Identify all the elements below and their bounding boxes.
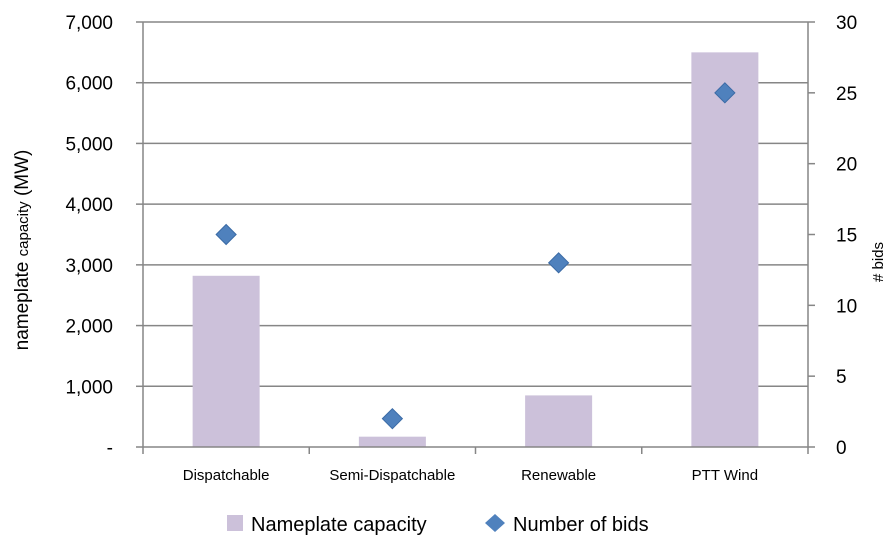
right-tick-label: 15	[836, 226, 857, 247]
diamond-marker	[547, 252, 570, 274]
right-tick-label: 30	[836, 13, 857, 34]
right-tick-label: 20	[836, 155, 857, 176]
right-tick-label: 5	[836, 367, 847, 388]
right-tick-label: 0	[836, 438, 847, 459]
legend-label-number-of-bids: Number of bids	[513, 514, 649, 536]
legend-swatch-number-of-bids	[485, 514, 505, 532]
right-tick-label: 25	[836, 84, 857, 105]
legend: Nameplate capacity Number of bids	[227, 514, 649, 536]
diamond-marker	[381, 407, 404, 430]
markers-number-of-bids	[215, 82, 736, 430]
bar	[691, 52, 759, 447]
category-label: Renewable	[521, 467, 596, 484]
left-tick-label: 3,000	[65, 256, 113, 277]
left-tick-label: 6,000	[65, 74, 113, 95]
bar	[525, 395, 593, 447]
left-tick-label: 1,000	[65, 377, 113, 398]
bar	[192, 275, 260, 447]
right-axis-title: # bids	[870, 242, 887, 282]
left-tick-label: 5,000	[65, 134, 113, 155]
axes	[136, 21, 815, 454]
left-tick-label: 2,000	[65, 317, 113, 338]
left-tick-label: 4,000	[65, 195, 113, 216]
right-tick-label: 10	[836, 296, 857, 317]
left-axis-tick-labels: - 1,000 2,000 3,000 4,000 5,000 6,000 7,000	[65, 13, 113, 459]
bars-nameplate-capacity	[192, 52, 759, 447]
left-axis-title: nameplate capacity (MW)	[12, 150, 33, 351]
legend-swatch-nameplate-capacity	[227, 515, 243, 531]
left-tick-label: 7,000	[65, 13, 113, 34]
diamond-marker	[215, 223, 237, 246]
right-axis-tick-labels: 0 5 10 15 20 25 30	[836, 13, 857, 459]
legend-label-nameplate-capacity: Nameplate capacity	[251, 514, 427, 536]
diamond-marker	[714, 82, 736, 104]
left-tick-label: -	[107, 438, 113, 459]
bar	[358, 436, 426, 447]
category-label: PTT Wind	[692, 467, 758, 484]
category-label: Semi-Dispatchable	[329, 467, 455, 484]
category-label: Dispatchable	[183, 467, 270, 484]
category-labels: Dispatchable Semi-Dispatchable Renewable PT…	[183, 467, 758, 484]
